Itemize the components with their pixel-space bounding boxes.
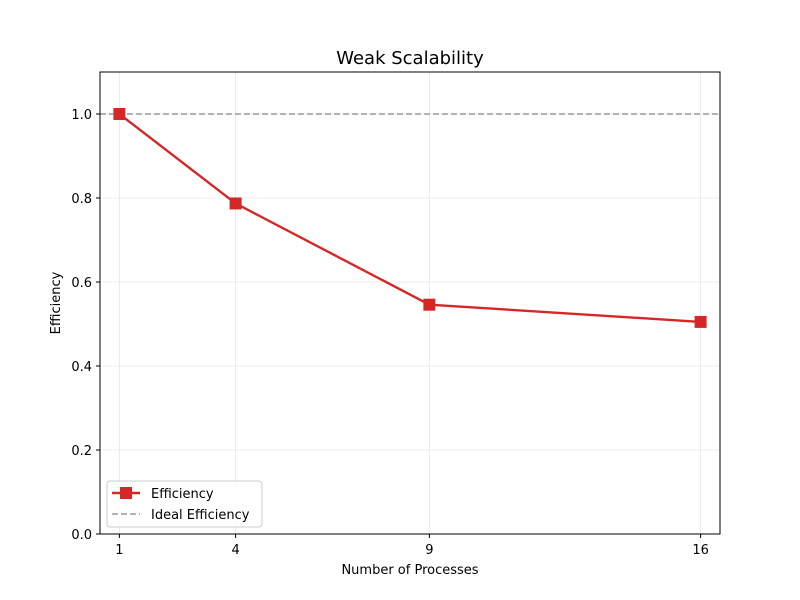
efficiency-point [423, 298, 436, 311]
y-tick-label: 0.6 [71, 276, 92, 291]
x-axis-label: Number of Processes [341, 563, 478, 578]
y-tick-label: 0.8 [71, 192, 92, 207]
x-tick-label: 16 [692, 543, 709, 558]
efficiency-point [694, 315, 707, 328]
legend-efficiency-label: Efficiency [151, 487, 214, 502]
x-tick-label: 4 [231, 543, 239, 558]
efficiency-point [113, 108, 126, 120]
plot-frame [99, 71, 721, 535]
y-axis-label: Efficiency [49, 271, 64, 334]
y-tick-label: 1.0 [71, 108, 92, 123]
legend-box [106, 480, 263, 528]
y-tick-label: 0.4 [71, 360, 92, 375]
y-tick-label: 0.0 [71, 528, 92, 543]
x-tick-label: 9 [425, 543, 433, 558]
chart-title: Weak Scalability [336, 48, 484, 69]
x-tick-label: 1 [115, 543, 123, 558]
efficiency-point [229, 197, 242, 210]
legend: Efficiency Ideal Efficiency [106, 480, 263, 528]
legend-ideal-label: Ideal Efficiency [151, 508, 250, 523]
legend-efficiency-marker [120, 487, 132, 499]
y-axis-ticks: 0.0 0.2 0.4 0.6 0.8 1.0 [71, 108, 100, 543]
x-axis-ticks: 1 4 9 16 [115, 534, 709, 558]
y-tick-label: 0.2 [71, 444, 92, 459]
efficiency-series-line [118, 113, 701, 324]
grid [100, 72, 720, 535]
series-layer [113, 108, 707, 328]
